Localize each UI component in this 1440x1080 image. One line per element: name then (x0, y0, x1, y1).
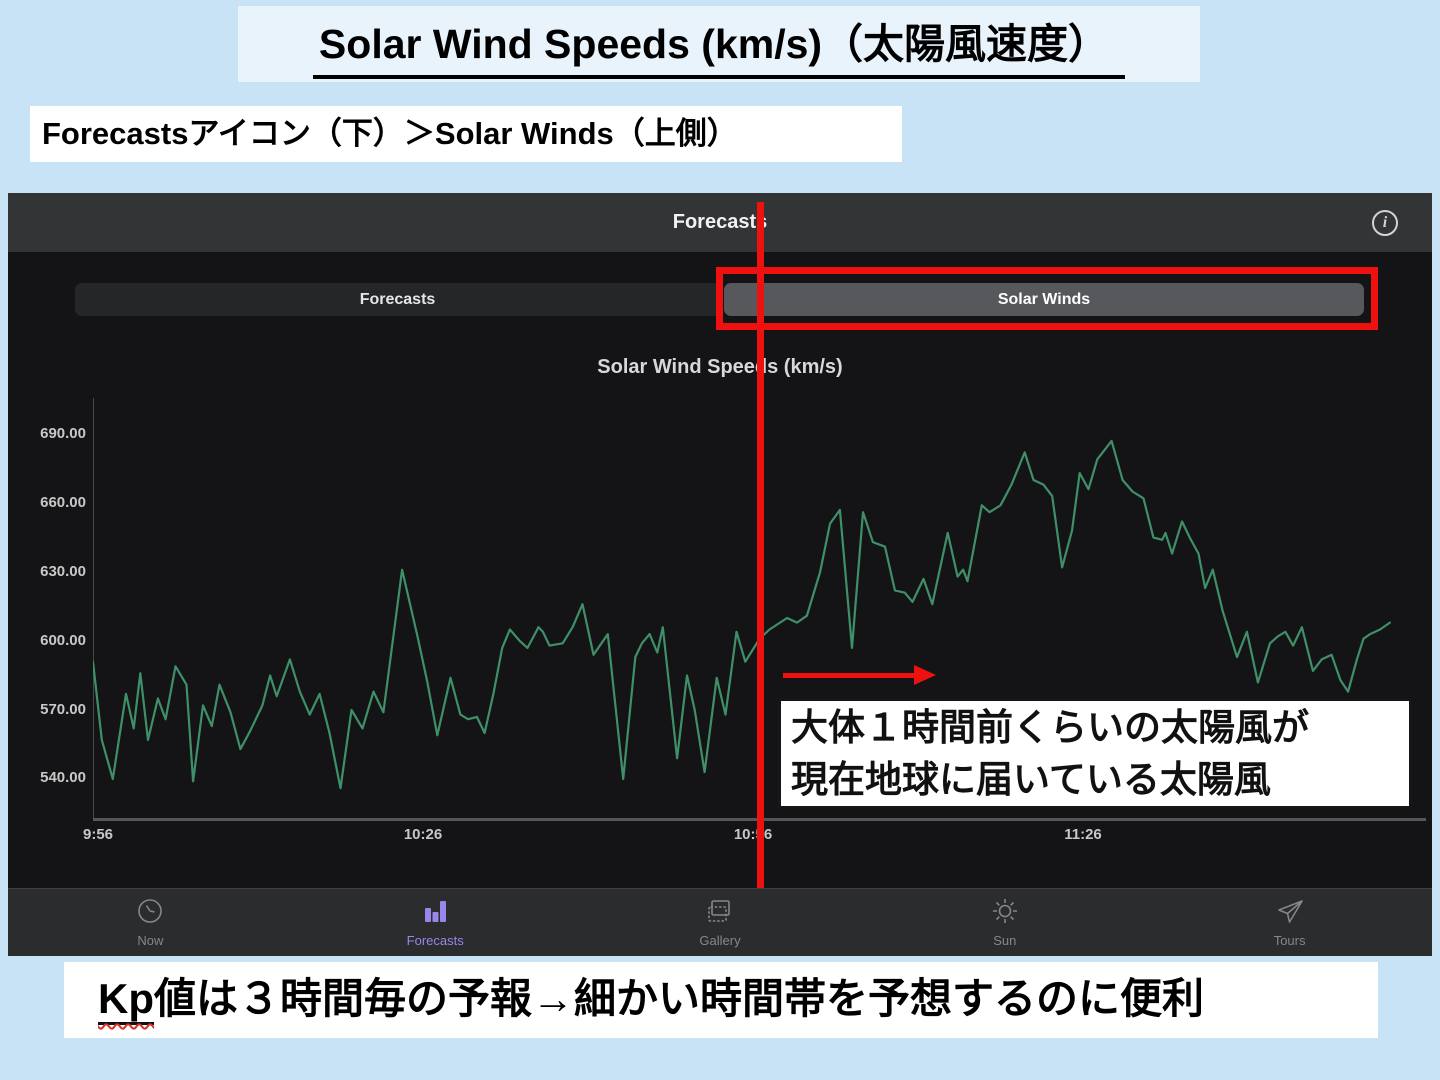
gallery-icon (705, 896, 735, 931)
tab-label: Forecasts (406, 933, 464, 948)
tab-now[interactable]: Now (8, 889, 293, 956)
segment-solar-winds-label: Solar Winds (997, 290, 1091, 308)
instruction-text: Forecastsアイコン（下）＞Solar Winds（上側） (42, 116, 738, 151)
segment-solar-winds[interactable]: Solar Winds (724, 283, 1364, 316)
y-tick-label: 630.00 (40, 563, 86, 580)
tab-gallery[interactable]: Gallery (578, 889, 863, 956)
x-tick-label: 10:26 (403, 826, 443, 843)
tab-label: Tours (1273, 933, 1306, 948)
segment-forecasts-label: Forecasts (359, 290, 436, 308)
bottom-note-box: Kp値は３時間毎の予報→細かい時間帯を予想するのに便利 (64, 962, 1378, 1038)
slide-title-box: Solar Wind Speeds (km/s)（太陽風速度） (238, 6, 1200, 82)
tab-forecasts[interactable]: Forecasts (293, 889, 578, 956)
chart-title: Solar Wind Speeds (km/s) (597, 356, 843, 378)
kp-spellcheck-underline: Kp (98, 975, 154, 1025)
annotation-line1: 大体１時間前くらいの太陽風が (791, 707, 1309, 748)
annotation-line2: 現在地球に届いている太陽風 (791, 759, 1271, 800)
y-tick-label: 570.00 (40, 701, 86, 718)
chart-y-axis-line (93, 398, 94, 821)
annotation-callout: 大体１時間前くらいの太陽風が 現在地球に届いている太陽風 (778, 698, 1412, 809)
instruction-box: Forecastsアイコン（下）＞Solar Winds（上側） (30, 106, 902, 162)
x-tick-label: 10:56 (733, 826, 773, 843)
app-screenshot: Forecasts i Forecasts Solar Winds Solar … (8, 193, 1432, 956)
bottom-note-kp: Kp (98, 975, 154, 1025)
chart-line-svg (93, 439, 1392, 790)
info-icon[interactable]: i (1372, 210, 1398, 236)
app-header: Forecasts i (8, 193, 1432, 252)
tab-tours[interactable]: Tours (1147, 889, 1432, 956)
tab-label: Now (137, 933, 164, 948)
airplane-icon (1275, 896, 1305, 931)
tab-bar: Now Forecasts Gallery (8, 888, 1432, 956)
tab-sun[interactable]: Sun (862, 889, 1147, 956)
red-vertical-marker-line (757, 202, 764, 893)
segment-forecasts[interactable]: Forecasts (75, 283, 720, 316)
app-header-title: Forecasts (672, 211, 768, 233)
tab-label: Gallery (699, 933, 741, 948)
y-tick-label: 690.00 (40, 425, 86, 442)
bar-chart-icon (420, 896, 450, 931)
bottom-note-text: 値は３時間毎の予報→細かい時間帯を予想するのに便利 (154, 975, 1205, 1022)
clock-icon (135, 896, 165, 931)
sun-icon (990, 896, 1020, 931)
y-tick-label: 660.00 (40, 494, 86, 511)
tab-label: Sun (993, 933, 1017, 948)
red-arrow-icon (783, 665, 936, 685)
y-tick-label: 540.00 (40, 769, 86, 786)
x-tick-label: 11:26 (1064, 826, 1102, 843)
y-tick-label: 600.00 (40, 632, 86, 649)
x-tick-label: 9:56 (82, 826, 114, 843)
red-highlight-frame (716, 267, 1378, 330)
slide-title: Solar Wind Speeds (km/s)（太陽風速度） (312, 10, 1126, 79)
